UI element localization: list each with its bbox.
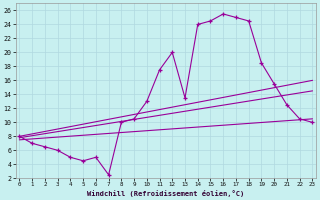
- X-axis label: Windchill (Refroidissement éolien,°C): Windchill (Refroidissement éolien,°C): [87, 190, 244, 197]
